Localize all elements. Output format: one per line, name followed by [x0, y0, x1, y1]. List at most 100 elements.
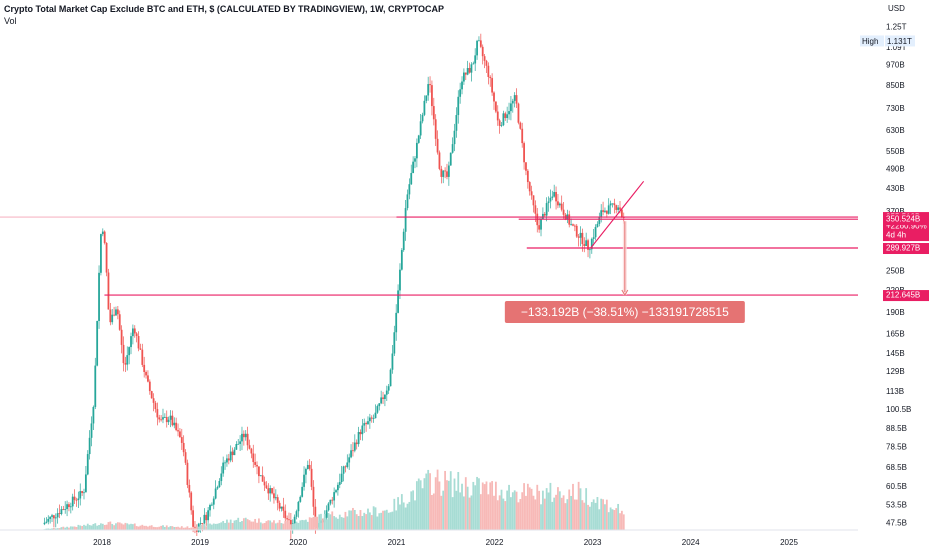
- volume-bar: [408, 501, 411, 530]
- volume-bar: [560, 497, 563, 530]
- volume-bar: [124, 522, 127, 530]
- volume-bar: [510, 497, 512, 530]
- candle-body: [113, 314, 115, 316]
- candle-body: [384, 394, 386, 399]
- candle-body: [594, 227, 597, 238]
- volume-bar: [81, 526, 84, 530]
- candle-body: [370, 417, 373, 419]
- volume-bar: [521, 492, 524, 530]
- volume-bar: [190, 527, 193, 530]
- candle-body: [453, 130, 456, 145]
- price-tag: [883, 243, 929, 255]
- candle-body: [254, 462, 257, 465]
- chart-title: Crypto Total Market Cap Exclude BTC and …: [4, 4, 445, 14]
- candle-body: [130, 336, 132, 348]
- candle-body: [79, 491, 82, 499]
- candle-body: [538, 225, 541, 230]
- volume-bar: [466, 486, 469, 530]
- volume-bar: [237, 517, 240, 530]
- volume-bar: [506, 490, 509, 530]
- volume-bar: [242, 518, 245, 530]
- candle-body: [414, 158, 416, 162]
- candle-body: [487, 65, 490, 77]
- time-axis-tick-label: 2018: [93, 538, 111, 547]
- volume-bar: [51, 528, 53, 530]
- candle-body: [216, 486, 219, 489]
- volume-bar: [158, 526, 161, 530]
- candle-body: [109, 309, 112, 323]
- volume-bar: [291, 523, 294, 530]
- high-value-badge: [885, 35, 915, 47]
- volume-bar: [619, 513, 621, 530]
- volume-bar: [620, 510, 623, 530]
- candle-body: [491, 78, 494, 93]
- volume-bar: [299, 520, 302, 530]
- volume-bar: [179, 527, 181, 530]
- price-axis-tick-label: 145B: [886, 349, 905, 358]
- volume-bar: [62, 526, 65, 530]
- volume-bar: [585, 488, 588, 530]
- volume-bar: [406, 503, 409, 530]
- volume-bar: [205, 526, 208, 530]
- volume-bar: [314, 516, 317, 530]
- candle-body: [60, 509, 63, 515]
- candle-body: [519, 122, 522, 129]
- volume-bar: [391, 511, 394, 530]
- price-axis-tick-label: 490B: [886, 164, 905, 173]
- volume-bar: [575, 499, 578, 530]
- candle-body: [141, 349, 144, 365]
- volume-bar: [468, 497, 471, 530]
- candle-body: [502, 113, 505, 126]
- volume-bar: [594, 502, 597, 530]
- candle-body: [274, 497, 277, 499]
- volume-bar: [344, 511, 347, 530]
- candle-body: [385, 390, 388, 395]
- volume-bar: [365, 514, 368, 530]
- candle-body: [387, 386, 390, 391]
- candle-body: [66, 504, 68, 510]
- volume-bar: [188, 527, 191, 530]
- candle-body: [263, 481, 266, 486]
- candle-body: [395, 312, 398, 333]
- candle-body: [607, 205, 610, 214]
- candle-body: [329, 499, 332, 504]
- volume-bar: [320, 513, 322, 530]
- candle-body: [115, 309, 117, 316]
- volume-bar: [431, 494, 433, 530]
- candle-body: [333, 492, 336, 501]
- volume-bar: [305, 519, 307, 530]
- volume-bar: [515, 491, 518, 530]
- volume-bar: [611, 509, 614, 530]
- volume-bar: [538, 490, 541, 530]
- candle-body: [156, 409, 159, 418]
- candle-body: [483, 56, 486, 61]
- volume-bar: [333, 516, 336, 530]
- candle-body: [589, 249, 591, 251]
- candle-body: [494, 101, 497, 112]
- candle-body: [457, 96, 460, 116]
- volume-bar: [128, 524, 131, 530]
- volume-bar: [69, 526, 72, 530]
- candle-body: [496, 111, 499, 121]
- volume-bar: [472, 481, 475, 530]
- price-axis-tick-label: 78.5B: [886, 442, 907, 451]
- volume-bar: [528, 487, 531, 530]
- candle-body: [288, 519, 290, 521]
- candle-body: [523, 143, 525, 163]
- volume-bar: [216, 523, 219, 530]
- volume-bar: [103, 525, 106, 530]
- candle-body: [284, 510, 287, 519]
- candle-body: [273, 493, 275, 499]
- volume-bar: [547, 492, 550, 530]
- candle-body: [252, 453, 255, 463]
- volume-bar: [98, 524, 100, 530]
- candle-body: [331, 499, 334, 501]
- candle-body: [389, 369, 392, 387]
- volume-bar: [336, 518, 339, 530]
- candle-body: [220, 473, 223, 482]
- volume-bar: [463, 496, 465, 530]
- volume-bar: [568, 489, 571, 530]
- volume-bar: [184, 527, 187, 530]
